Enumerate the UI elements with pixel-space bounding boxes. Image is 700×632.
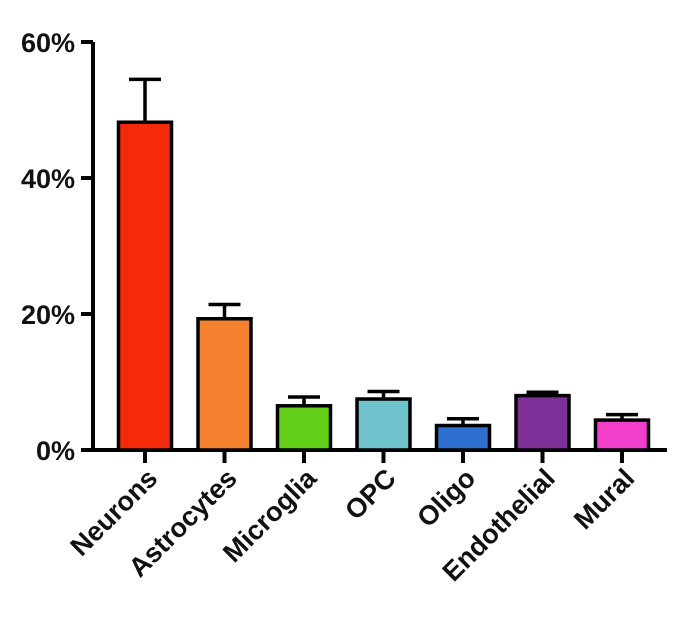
category-label: Oligo: [411, 463, 481, 533]
y-tick-label: 20%: [21, 300, 75, 330]
bar-neurons: [116, 120, 174, 452]
bar-endothelial: [514, 393, 571, 452]
bar-oligo: [434, 423, 492, 452]
category-label: Mural: [568, 463, 640, 535]
bar-opc: [355, 397, 412, 452]
bar-mural: [593, 418, 651, 452]
category-label: OPC: [339, 463, 402, 526]
bar-microglia: [275, 404, 333, 452]
y-tick-label: 60%: [21, 28, 75, 58]
y-tick-label: 40%: [21, 164, 75, 194]
y-tick-label: 0%: [36, 436, 75, 466]
bar-astrocytes: [196, 317, 253, 452]
axes: [81, 40, 667, 463]
bars: [116, 77, 651, 452]
